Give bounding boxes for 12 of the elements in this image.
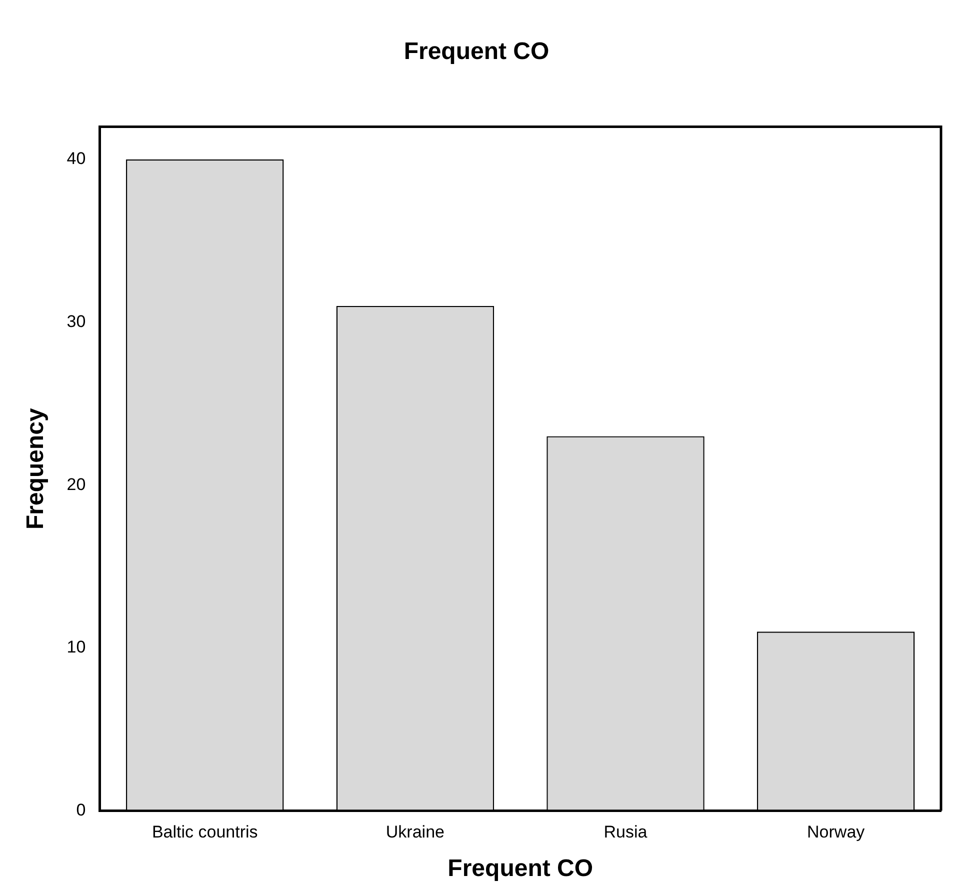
x-tick-label: Rusia — [604, 822, 648, 842]
y-tick-label: 10 — [66, 638, 86, 657]
x-tick-label: Ukraine — [386, 822, 444, 842]
chart-title: Frequent CO — [404, 38, 550, 66]
x-tick-label: Baltic countris — [152, 822, 258, 842]
x-axis-title: Frequent CO — [448, 855, 594, 882]
y-tick-label: 0 — [76, 800, 86, 820]
y-tick-label: 30 — [66, 312, 86, 331]
y-tick-label: 20 — [66, 474, 86, 494]
x-tick-label: Norway — [807, 822, 866, 842]
y-axis-title: Frequency — [22, 407, 50, 530]
y-tick-label: 40 — [66, 149, 86, 168]
